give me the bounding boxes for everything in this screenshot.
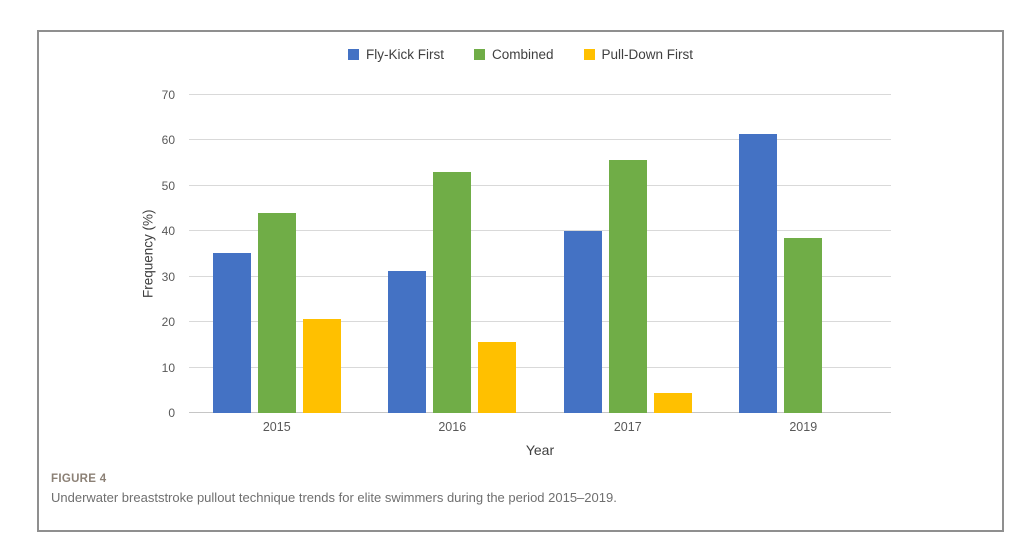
plot-area <box>189 94 891 413</box>
gridline-30 <box>189 275 891 277</box>
x-axis-title: Year <box>525 442 555 458</box>
bar-2016-pull-down-first <box>478 342 517 413</box>
bar-2016-combined <box>433 171 472 413</box>
figure-label: FIGURE 4 <box>51 473 107 485</box>
gridline-60 <box>189 139 891 141</box>
y-axis-ticks: 0 10 20 30 40 50 60 70 <box>147 89 181 419</box>
figure-caption-text: Underwater breaststroke pullout techniqu… <box>51 490 617 505</box>
y-tick-label-50: 50 <box>161 178 175 193</box>
gridline-70 <box>189 94 891 95</box>
figure-frame: Fly-Kick First Combined Pull-Down First Fr… <box>37 30 1004 532</box>
legend-label-pull-down-first: Pull-Down First <box>601 47 694 62</box>
bar-2015-pull-down-first <box>302 319 341 413</box>
bar-2019-combined <box>784 238 823 413</box>
bar-2015-fly-kick-first <box>212 252 251 413</box>
y-tick-label-0: 0 <box>168 406 175 420</box>
legend-item-pull-down-first: Pull-Down First <box>583 47 694 62</box>
legend-item-combined: Combined <box>473 47 554 62</box>
legend-swatch-fly-kick-first <box>347 49 359 60</box>
x-tick-label-2016: 2016 <box>438 420 467 434</box>
bar-2016-fly-kick-first <box>388 270 427 413</box>
gridline-50 <box>189 184 891 186</box>
gridline-0 <box>189 412 891 413</box>
bar-2017-combined <box>608 160 647 413</box>
legend-swatch-pull-down-first <box>583 49 595 60</box>
legend-label-fly-kick-first: Fly-Kick First <box>365 47 444 62</box>
x-tick-label-2019: 2019 <box>789 420 818 434</box>
y-tick-label-30: 30 <box>161 269 175 284</box>
bar-2019-fly-kick-first <box>739 133 778 413</box>
legend-item-fly-kick-first: Fly-Kick First <box>347 47 444 62</box>
y-tick-label-20: 20 <box>161 315 175 330</box>
y-tick-label-10: 10 <box>161 360 175 375</box>
x-tick-label-2017: 2017 <box>613 420 642 434</box>
x-tick-label-2015: 2015 <box>262 420 291 434</box>
legend-label-combined: Combined <box>491 47 554 62</box>
x-axis-ticks: 2015 2016 2017 2019 <box>189 421 891 437</box>
bar-2015-combined <box>257 212 296 413</box>
y-tick-label-70: 70 <box>161 88 175 102</box>
y-tick-label-60: 60 <box>161 133 175 148</box>
gridline-10 <box>189 366 891 368</box>
gridline-40 <box>189 230 891 232</box>
legend-swatch-combined <box>473 49 485 60</box>
chart-legend: Fly-Kick First Combined Pull-Down First <box>39 47 1002 62</box>
figure-caption: FIGURE 4 Underwater breaststroke pullout… <box>51 473 978 507</box>
bar-2017-fly-kick-first <box>563 231 602 413</box>
gridline-20 <box>189 321 891 323</box>
y-tick-label-40: 40 <box>161 224 175 239</box>
bar-2017-pull-down-first <box>653 393 692 413</box>
